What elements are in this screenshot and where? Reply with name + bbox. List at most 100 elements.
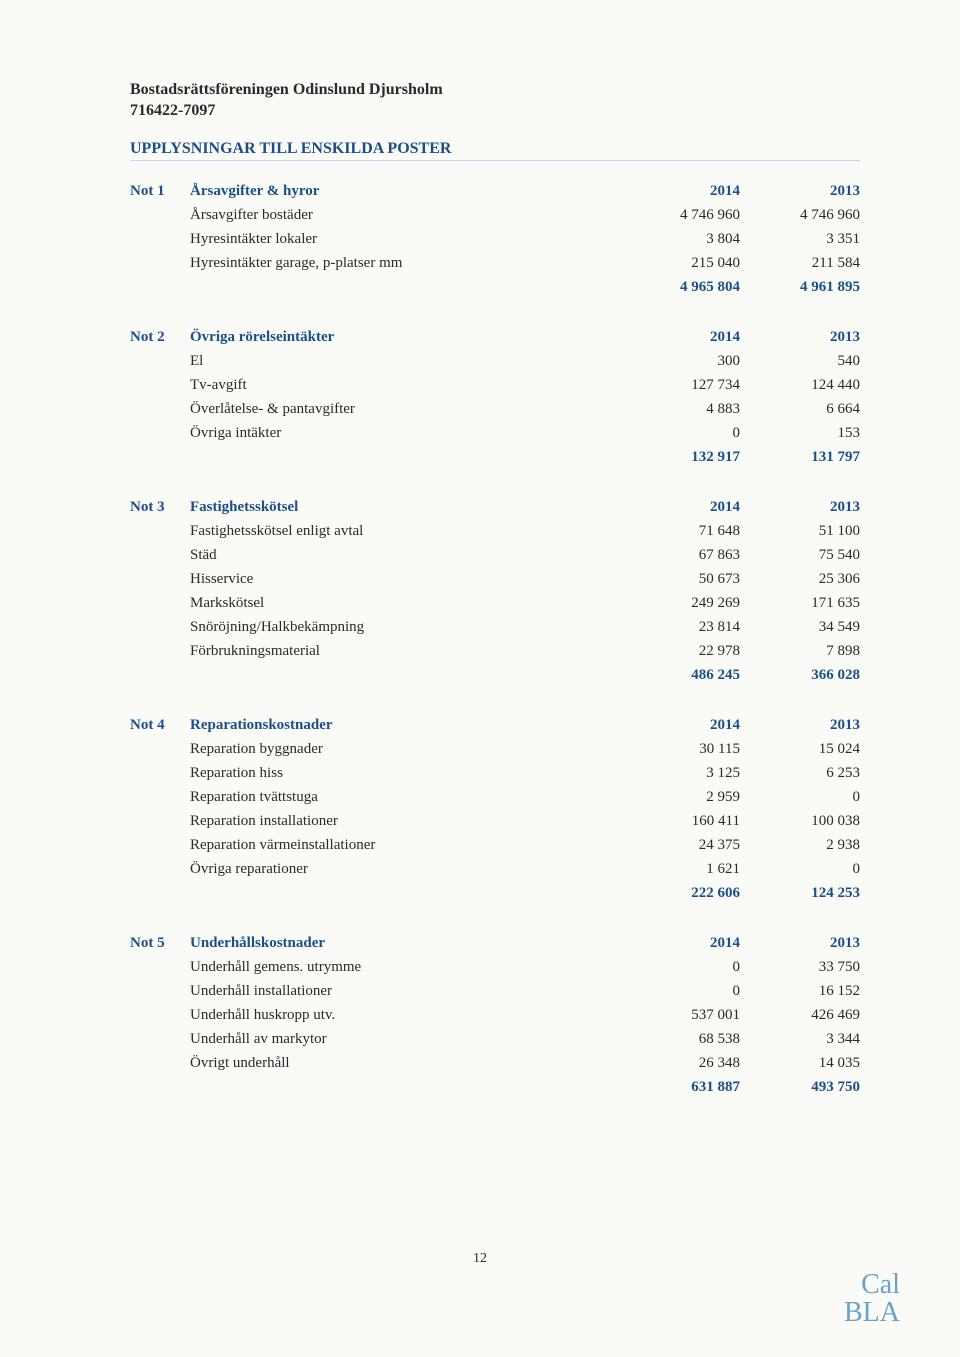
note-data-row: Underhåll av markytor68 5383 344 [130,1027,860,1051]
note-data-row: Städ67 86375 540 [130,543,860,567]
row-label: Reparation hiss [190,761,620,785]
row-label: Fastighetsskötsel enligt avtal [190,519,620,543]
row-value-y2: 75 540 [740,543,860,567]
note-data-row: Underhåll huskropp utv.537 001426 469 [130,1003,860,1027]
row-label: Överlåtelse- & pantavgifter [190,397,620,421]
note-title: Fastighetsskötsel [190,495,620,519]
row-value-y1: 3 125 [620,761,740,785]
note-data-row: Underhåll installationer016 152 [130,979,860,1003]
row-label: Förbrukningsmaterial [190,639,620,663]
row-value-y2: 153 [740,421,860,445]
note-data-row: Hyresintäkter lokaler3 8043 351 [130,227,860,251]
page-number: 12 [0,1251,960,1267]
row-value-y1: 160 411 [620,809,740,833]
row-value-y1: 127 734 [620,373,740,397]
initials-line2: BLA [844,1299,900,1327]
note-id: Not 4 [130,713,190,737]
row-value-y2: 6 253 [740,761,860,785]
row-label: Tv-avgift [190,373,620,397]
note-data-row: Hyresintäkter garage, p-platser mm215 04… [130,251,860,275]
year-col-1: 2014 [620,931,740,955]
row-value-y2: 25 306 [740,567,860,591]
row-value-y1: 30 115 [620,737,740,761]
row-label: Reparation värmeinstallationer [190,833,620,857]
row-label: Hyresintäkter lokaler [190,227,620,251]
row-value-y1: 249 269 [620,591,740,615]
row-value-y1: 215 040 [620,251,740,275]
row-label: Reparation tvättstuga [190,785,620,809]
row-value-y2: 171 635 [740,591,860,615]
year-col-1: 2014 [620,179,740,203]
row-value-y2: 34 549 [740,615,860,639]
org-name: Bostadsrättsföreningen Odinslund Djursho… [130,80,860,101]
row-value-y1: 4 883 [620,397,740,421]
row-label: Markskötsel [190,591,620,615]
row-value-y2: 16 152 [740,979,860,1003]
row-value-y2: 33 750 [740,955,860,979]
total-y2: 4 961 895 [740,275,860,299]
note-data-row: Reparation tvättstuga2 9590 [130,785,860,809]
row-value-y1: 4 746 960 [620,203,740,227]
note-total-row: 4 965 8044 961 895 [130,275,860,299]
row-label: Snöröjning/Halkbekämpning [190,615,620,639]
row-value-y1: 537 001 [620,1003,740,1027]
note-data-row: Reparation installationer160 411100 038 [130,809,860,833]
note-data-row: Reparation byggnader30 11515 024 [130,737,860,761]
row-value-y1: 67 863 [620,543,740,567]
row-value-y1: 50 673 [620,567,740,591]
total-y1: 486 245 [620,663,740,687]
total-y1: 631 887 [620,1075,740,1099]
row-value-y1: 0 [620,421,740,445]
note-data-row: Förbrukningsmaterial22 9787 898 [130,639,860,663]
row-value-y2: 15 024 [740,737,860,761]
note-id: Not 2 [130,325,190,349]
section-title: UPPLYSNINGAR TILL ENSKILDA POSTER [130,140,860,161]
row-value-y1: 2 959 [620,785,740,809]
note-data-row: Fastighetsskötsel enligt avtal71 64851 1… [130,519,860,543]
row-value-y2: 0 [740,857,860,881]
row-label: El [190,349,620,373]
total-y2: 131 797 [740,445,860,469]
initials-line1: Cal [844,1271,900,1299]
note-block: Not 5Underhållskostnader20142013Underhål… [130,931,860,1099]
note-total-row: 631 887493 750 [130,1075,860,1099]
row-value-y2: 14 035 [740,1051,860,1075]
note-header-row: Not 1Årsavgifter & hyror20142013 [130,179,860,203]
total-y1: 222 606 [620,881,740,905]
row-label: Övrigt underhåll [190,1051,620,1075]
note-title: Årsavgifter & hyror [190,179,620,203]
year-col-1: 2014 [620,495,740,519]
row-value-y1: 1 621 [620,857,740,881]
note-data-row: El300540 [130,349,860,373]
note-id: Not 5 [130,931,190,955]
note-data-row: Överlåtelse- & pantavgifter4 8836 664 [130,397,860,421]
year-col-1: 2014 [620,325,740,349]
row-value-y1: 23 814 [620,615,740,639]
year-col-2: 2013 [740,713,860,737]
row-value-y2: 426 469 [740,1003,860,1027]
year-col-2: 2013 [740,179,860,203]
row-value-y1: 300 [620,349,740,373]
note-block: Not 1Årsavgifter & hyror20142013Årsavgif… [130,179,860,299]
row-value-y2: 211 584 [740,251,860,275]
row-value-y2: 0 [740,785,860,809]
document-page: Bostadsrättsföreningen Odinslund Djursho… [0,0,960,1357]
row-label: Årsavgifter bostäder [190,203,620,227]
row-label: Hyresintäkter garage, p-platser mm [190,251,620,275]
row-label: Övriga reparationer [190,857,620,881]
note-data-row: Reparation värmeinstallationer24 3752 93… [130,833,860,857]
total-y1: 132 917 [620,445,740,469]
total-y2: 124 253 [740,881,860,905]
row-value-y2: 124 440 [740,373,860,397]
row-value-y1: 26 348 [620,1051,740,1075]
note-data-row: Markskötsel249 269171 635 [130,591,860,615]
total-y1: 4 965 804 [620,275,740,299]
handwritten-initials: Cal BLA [844,1271,900,1327]
row-value-y2: 51 100 [740,519,860,543]
row-value-y2: 7 898 [740,639,860,663]
note-block: Not 2Övriga rörelseintäkter20142013El300… [130,325,860,469]
note-total-row: 486 245366 028 [130,663,860,687]
year-col-2: 2013 [740,495,860,519]
note-header-row: Not 4Reparationskostnader20142013 [130,713,860,737]
row-label: Underhåll av markytor [190,1027,620,1051]
